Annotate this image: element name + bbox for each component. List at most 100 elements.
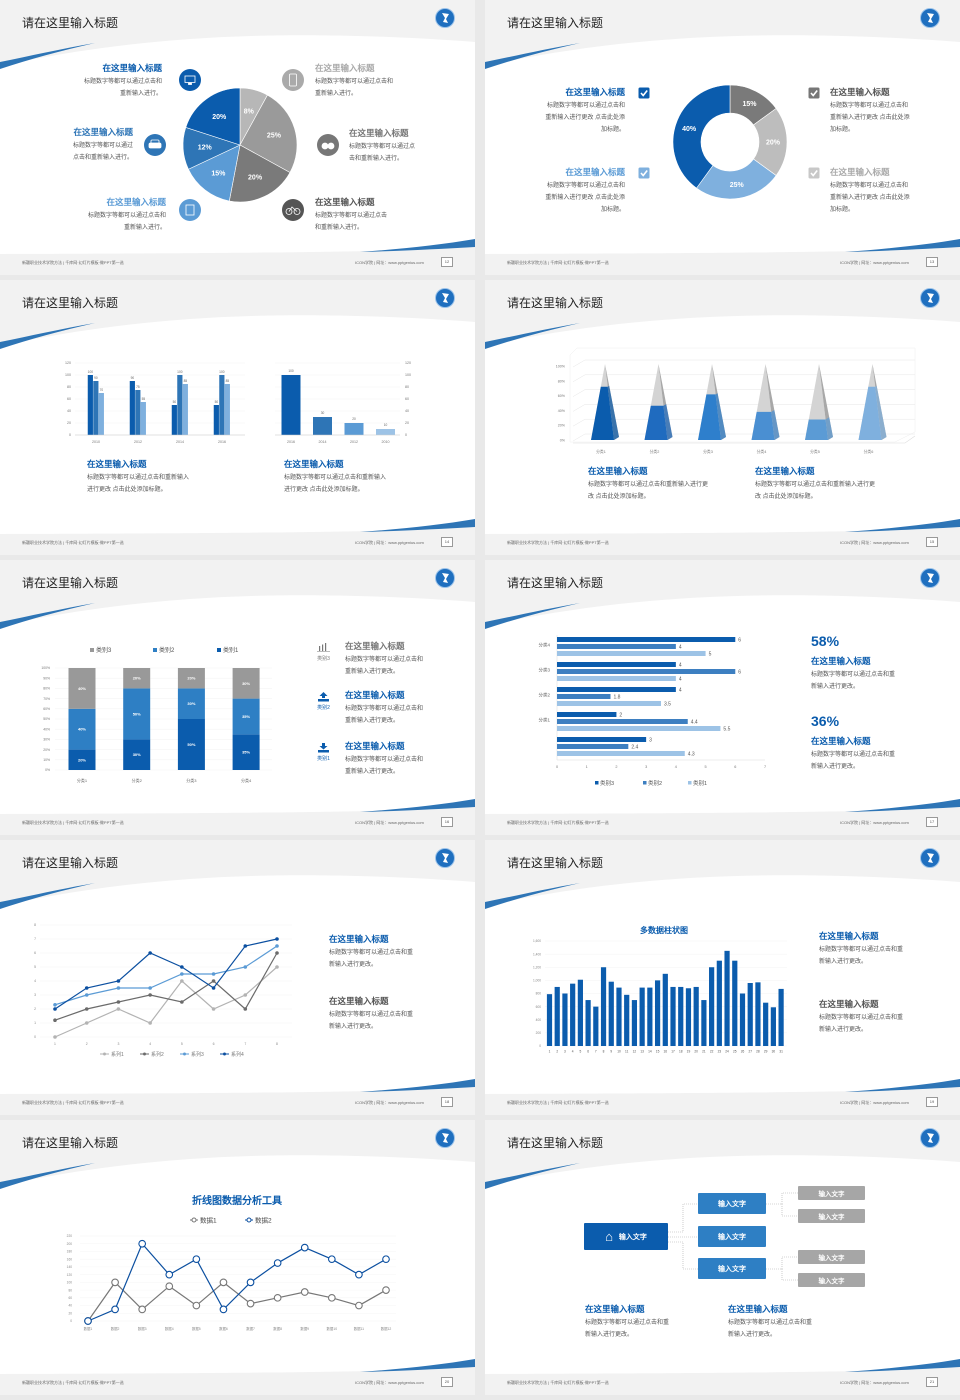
slide-title: 请在这里输入标题	[507, 1136, 604, 1150]
arrow-down	[319, 743, 328, 750]
text-block: 在这里输入标题标题数字等都可以通过点击和重新输入进行。	[315, 62, 435, 100]
stacked-bar-segment	[177, 668, 205, 689]
slide-title: 请在这里输入标题	[507, 856, 604, 870]
slide-title: 请在这里输入标题	[22, 576, 119, 590]
segment-label: 30%	[187, 701, 195, 706]
slide-title: 请在这里输入标题	[507, 296, 604, 310]
x-tick-label: 12	[633, 1050, 637, 1054]
block-title: 在这里输入标题	[819, 931, 879, 941]
checkbox-icon	[638, 167, 650, 179]
bar-value-label: 4	[679, 687, 682, 693]
bar	[557, 726, 721, 731]
x-tick-label: 6	[587, 1050, 589, 1054]
stacked-bar-segment	[123, 688, 151, 740]
checkmark-icon	[640, 90, 648, 97]
x-tick-label: 27	[748, 1050, 752, 1054]
bar-value-label: 5.5	[723, 726, 730, 732]
car-roof	[150, 139, 160, 145]
y-tick-label: 100%	[41, 666, 50, 670]
block-description: 标题数字等都可以通过点击和重	[585, 1320, 670, 1326]
footer-right-text: ICON学院 | 网址：www.pptgenius.com	[355, 1380, 424, 1385]
accent-stripe-bottom	[845, 239, 960, 252]
slide-6: 请在这里输入标题 新疆职业技术学院方法 | 千库网·幻灯片模板·做PPT第一选 IC…	[485, 560, 960, 835]
block-description: 标题数字等都可以通过点击和重	[728, 1320, 813, 1326]
slide-title: 请在这里输入标题	[22, 296, 119, 310]
data-point	[273, 1259, 282, 1267]
legend-label: 类别3	[96, 646, 112, 654]
block-description: 标题数字等都可以通过点击和	[546, 103, 625, 109]
y-tick-label: 20%	[558, 424, 566, 428]
y-tick-label: 1,000	[533, 979, 541, 983]
series-line	[54, 952, 278, 1021]
bar-value-label: 4.4	[691, 719, 698, 725]
lens-left	[321, 142, 329, 150]
x-tick-label: 0	[556, 765, 558, 769]
block-title: 在这里输入标题	[315, 197, 375, 207]
connector	[668, 1203, 698, 1270]
legend-marker	[183, 1052, 186, 1056]
slide-3: 请在这里输入标题 新疆职业技术学院方法 | 千库网·幻灯片模板·做PPT第一选 IC…	[0, 280, 475, 555]
slide-graphics: 折线图数据分析工具 0 20 40 60 80 100 120 140 160 180 200 220 数…	[67, 1194, 396, 1331]
bar	[135, 390, 141, 435]
x-tick-label: 25	[733, 1050, 737, 1054]
icon-glyph	[184, 75, 196, 85]
x-tick-label: 7	[764, 765, 766, 769]
bar-glyph	[325, 643, 327, 651]
bar	[616, 987, 622, 1046]
y-tick-label: 5	[34, 965, 36, 969]
bar	[140, 402, 146, 435]
bar	[557, 751, 685, 756]
x-tick-label: 3	[117, 1042, 119, 1046]
slide-9: 请在这里输入标题 新疆职业技术学院方法 | 千库网·幻灯片模板·做PPT第一选 IC…	[0, 1120, 475, 1395]
content-area	[0, 1155, 475, 1374]
data-point	[165, 1270, 174, 1279]
stat-percent: 58%	[811, 633, 840, 649]
pie-slice-label: 12%	[198, 145, 213, 152]
root-node: ⌂ 输入文字	[584, 1223, 668, 1250]
x-tick-label: 4	[149, 1042, 151, 1046]
footer-left-text: 新疆职业技术学院方法 | 千库网·幻灯片模板·做PPT第一选	[507, 1380, 609, 1385]
node-label: 输入文字	[618, 1233, 647, 1241]
block-title: 在这里输入标题	[284, 459, 344, 469]
data-point	[219, 1278, 228, 1287]
data-point	[327, 1255, 336, 1264]
legend-label: 类别1	[223, 646, 239, 654]
pie-slice-label: 8%	[244, 108, 255, 115]
block-description: 标题数字等都可以通过点击和重新输入进行更	[755, 482, 876, 488]
footer-left-text: 新疆职业技术学院方法 | 千库网·幻灯片模板·做PPT第一选	[22, 540, 124, 545]
pyramid-value-side	[663, 404, 673, 440]
stacked-bar-segment	[232, 668, 260, 699]
series-line	[54, 938, 278, 1010]
block-description: 重新输入进行。	[315, 91, 358, 97]
y-tick-label: 分类2	[538, 692, 550, 699]
pie-slice	[188, 144, 241, 202]
leaf-node: 输入文字	[798, 1209, 865, 1223]
x-tick-label: 2	[615, 765, 617, 769]
branch-node: 输入文字	[698, 1226, 766, 1247]
text-block: 在这里输入标题标题数字等都可以通过点击和重新输入进行更改。	[345, 740, 455, 778]
footer-left-text: 新疆职业技术学院方法 | 千库网·幻灯片模板·做PPT第一选	[507, 1100, 609, 1105]
series-line	[87, 1242, 387, 1322]
y-tick-label: 120	[67, 1273, 73, 1277]
leaf-node: 输入文字	[798, 1186, 865, 1200]
bar-value-label: 90	[131, 376, 135, 380]
data-point	[116, 986, 121, 990]
emblem-glyph	[442, 13, 449, 23]
bar-value-label: 50	[173, 400, 177, 404]
data-point	[243, 993, 248, 997]
y-tick-label: 80	[405, 385, 409, 389]
segment-label: 30%	[133, 752, 141, 757]
page-number: 14	[441, 537, 453, 547]
x-tick-label: 5	[181, 1042, 183, 1046]
data-point	[53, 1007, 57, 1011]
bar-value-label: 5	[709, 651, 712, 657]
bar	[177, 375, 183, 435]
bar	[685, 988, 692, 1046]
bar	[557, 687, 676, 692]
block-description: 新输入进行更改。	[329, 1024, 378, 1030]
y-tick-label: 50%	[43, 717, 50, 721]
icon-glyph	[285, 206, 301, 215]
slide-graphics: 多数据柱状图 0 200 400 600 800 1,000 1,200 1,400 1,600 1…	[533, 925, 787, 1054]
x-tick-label: 2014	[176, 440, 184, 444]
